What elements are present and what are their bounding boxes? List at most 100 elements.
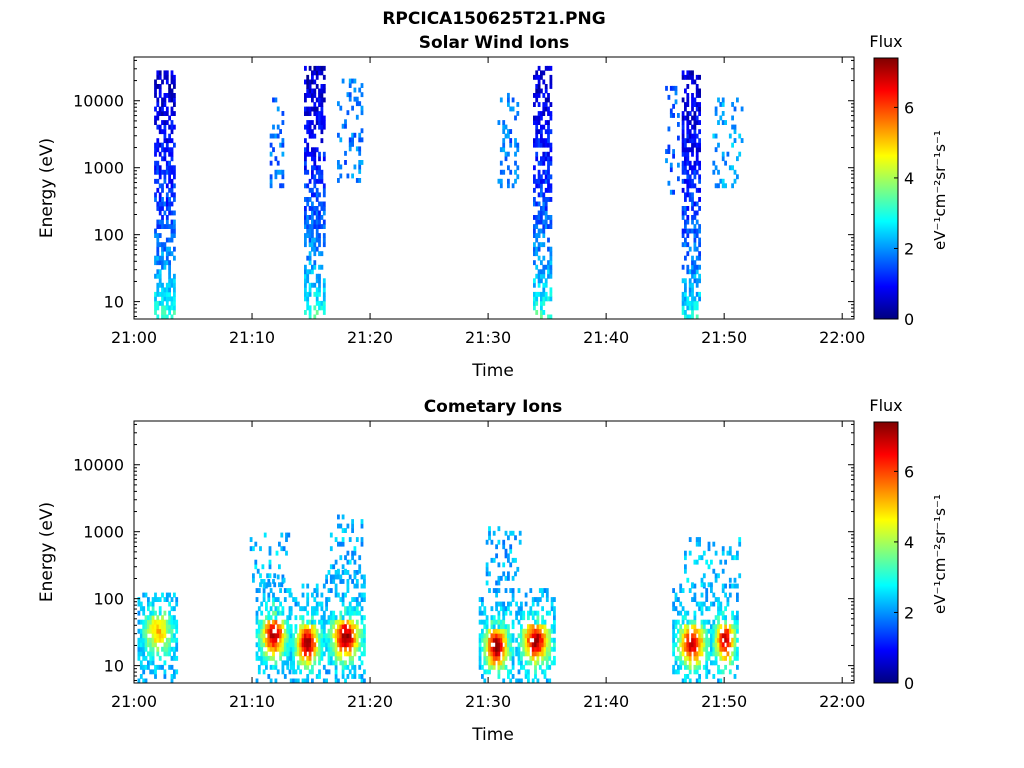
x-tick-label: 21:30 — [465, 328, 511, 347]
spectrogram-cell — [304, 278, 307, 284]
spectrogram-cell — [536, 678, 540, 683]
spectrogram-cell — [495, 637, 498, 643]
spectrogram-cell — [686, 169, 690, 175]
spectrogram-cell — [168, 282, 171, 288]
spectrogram-cell — [677, 628, 680, 634]
spectrogram-cell — [502, 601, 506, 607]
spectrogram-cell — [337, 178, 340, 183]
spectrogram-cell — [492, 615, 496, 621]
spectrogram-cell — [313, 70, 317, 76]
spectrogram-cell — [154, 637, 157, 643]
spectrogram-cell — [255, 642, 259, 648]
spectrogram-cell — [686, 129, 690, 135]
spectrogram-cell — [686, 215, 690, 220]
spectrogram-cell — [306, 601, 310, 607]
spectrogram-cell — [684, 228, 687, 234]
spectrogram-cell — [175, 619, 179, 625]
spectrogram-cell — [695, 601, 699, 607]
spectrogram-cell — [173, 305, 176, 311]
spectrogram-cell — [695, 664, 699, 670]
spectrogram-cell — [677, 646, 680, 652]
spectrogram-cell — [154, 147, 157, 153]
spectrogram-cell — [279, 646, 282, 652]
spectrogram-cell — [348, 141, 352, 147]
spectrogram-cell — [545, 588, 549, 593]
spectrogram-cell — [311, 120, 314, 125]
spectrogram-cell — [681, 228, 685, 234]
spectrogram-cell — [726, 151, 730, 157]
spectrogram-cell — [531, 615, 535, 621]
spectrogram-cell — [693, 559, 697, 565]
spectrogram-cell — [315, 287, 319, 293]
spectrogram-cell — [355, 637, 359, 643]
spectrogram-cell — [304, 237, 307, 243]
spectrogram-cell — [170, 628, 174, 634]
spectrogram-cell — [733, 138, 737, 143]
spectrogram-cell — [542, 93, 546, 98]
spectrogram-cell — [327, 651, 331, 657]
spectrogram-cell — [527, 637, 530, 643]
spectrogram-cell — [346, 92, 350, 98]
spectrogram-cell — [363, 642, 366, 648]
spectrogram-cell — [165, 106, 169, 112]
spectrogram-cell — [353, 637, 357, 643]
spectrogram-cell — [161, 615, 164, 621]
spectrogram-cell — [702, 582, 706, 588]
spectrogram-cell — [304, 660, 307, 666]
spectrogram-cell — [684, 287, 687, 293]
spectrogram-cell — [260, 660, 264, 666]
spectrogram-cell — [318, 278, 321, 284]
spectrogram-cell — [313, 651, 317, 657]
spectrogram-cell — [717, 628, 720, 634]
spectrogram-cell — [681, 660, 685, 666]
spectrogram-cell — [533, 242, 536, 248]
x-tick-label: 21:00 — [111, 328, 157, 347]
spectrogram-cell — [677, 176, 680, 182]
spectrogram-cell — [736, 555, 739, 561]
spectrogram-cell — [163, 111, 167, 116]
spectrogram-cell — [158, 637, 162, 643]
spectrogram-cell — [296, 637, 300, 643]
spectrogram-cell — [173, 287, 176, 293]
spectrogram-cell — [717, 678, 720, 683]
spectrogram-cell — [327, 642, 331, 648]
spectrogram-cell — [257, 646, 261, 652]
spectrogram-cell — [351, 555, 354, 561]
spectrogram-cell — [320, 300, 324, 306]
spectrogram-cell — [533, 120, 536, 125]
spectrogram-cell — [327, 628, 331, 634]
spectrogram-cell — [308, 291, 312, 297]
spectrogram-cell — [535, 151, 539, 157]
spectrogram-cell — [360, 628, 364, 634]
spectrogram-cell — [355, 624, 359, 630]
spectrogram-cell — [142, 624, 146, 630]
spectrogram-cell — [322, 300, 326, 306]
spectrogram-cell — [308, 260, 312, 266]
spectrogram-cell — [688, 550, 692, 556]
spectrogram-cell — [547, 106, 550, 112]
spectrogram-cell — [276, 624, 280, 630]
spectrogram-cell — [695, 537, 699, 542]
spectrogram-cell — [257, 664, 261, 670]
spectrogram-cell — [353, 642, 357, 648]
spectrogram-cell — [315, 273, 319, 279]
spectrogram-cell — [542, 70, 546, 76]
spectrogram-cell — [280, 532, 284, 538]
spectrogram-cell — [156, 224, 160, 229]
spectrogram-cell — [313, 291, 317, 297]
spectrogram-cell — [507, 553, 510, 559]
spectrogram-cell — [337, 160, 340, 165]
spectrogram-cell — [329, 651, 333, 657]
spectrogram-cell — [705, 606, 709, 612]
spectrogram-cell — [165, 219, 169, 225]
spectrogram-cell — [665, 149, 668, 154]
spectrogram-cell — [684, 156, 687, 162]
spectrogram-cell — [540, 142, 543, 148]
spectrogram-cell — [165, 138, 169, 144]
y-tick-label: 100 — [93, 226, 124, 245]
spectrogram-cell — [269, 606, 273, 612]
spectrogram-cell — [531, 655, 535, 661]
spectrogram-cell — [514, 138, 517, 143]
spectrogram-cell — [681, 165, 685, 171]
